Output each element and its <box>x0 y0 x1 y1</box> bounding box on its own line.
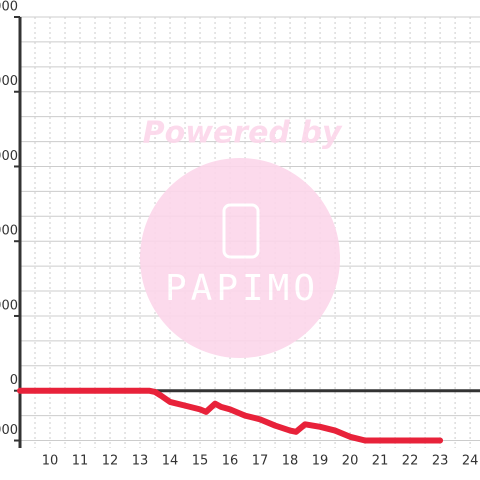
x-tick-label: 23 <box>432 454 449 469</box>
x-tick-label: 10 <box>42 454 59 469</box>
x-tick-label: 24 <box>462 454 479 469</box>
x-tick-label: 13 <box>132 454 149 469</box>
x-tick-label: 20 <box>342 454 359 469</box>
y-tick-label: 60,000 <box>0 224 18 239</box>
x-tick-label: 18 <box>282 454 299 469</box>
x-tick-label: 22 <box>402 454 419 469</box>
y-tick-label: 30,000 <box>0 298 18 313</box>
x-tick-label: 21 <box>372 454 389 469</box>
data-line <box>17 387 444 444</box>
x-tick-label: 16 <box>222 454 239 469</box>
x-tick-label: 17 <box>252 454 269 469</box>
watermark-logo: PAPIMO <box>165 268 319 309</box>
y-tick-label: -20,000 <box>0 423 18 438</box>
watermark-title: Powered by <box>143 116 343 151</box>
x-tick-label: 15 <box>192 454 209 469</box>
x-tick-label: 19 <box>312 454 329 469</box>
y-tick-label: 90,000 <box>0 149 18 164</box>
y-tick-label: 0 <box>10 373 18 388</box>
watermark-icon <box>222 203 260 259</box>
x-tick-label: 14 <box>162 454 179 469</box>
y-tick-label: 150,000 <box>0 0 18 15</box>
watermark: Powered by PAPIMO <box>140 116 343 358</box>
x-tick-label: 11 <box>72 454 89 469</box>
y-tick-label: 120,000 <box>0 74 18 89</box>
x-tick-label: 12 <box>102 454 119 469</box>
